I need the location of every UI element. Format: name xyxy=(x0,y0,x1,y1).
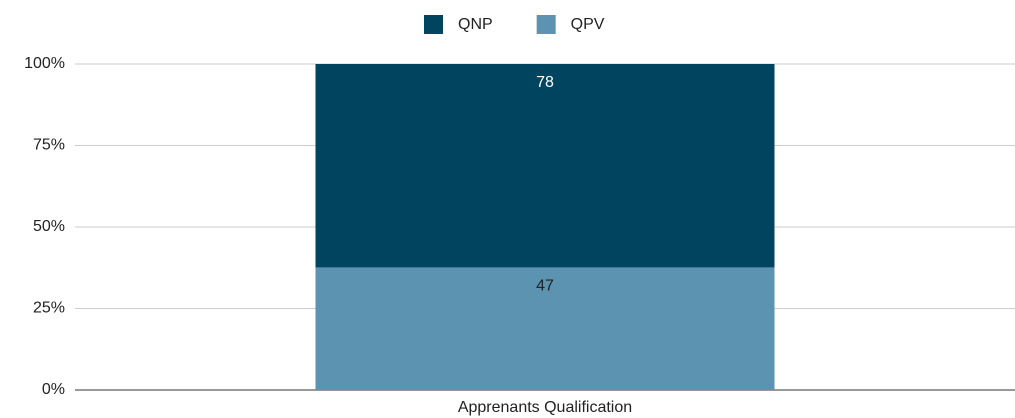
legend-label: QPV xyxy=(571,16,605,33)
y-tick-label: 100% xyxy=(24,55,65,72)
bar-segment xyxy=(315,267,775,390)
y-tick-label: 25% xyxy=(33,300,65,317)
legend-label: QNP xyxy=(458,16,493,33)
y-tick-label: 0% xyxy=(42,381,65,398)
legend-swatch xyxy=(424,15,443,34)
y-tick-label: 50% xyxy=(33,218,65,235)
y-tick-label: 75% xyxy=(33,137,65,154)
data-label: 47 xyxy=(536,278,554,295)
x-tick-label: Apprenants Qualification xyxy=(458,399,632,416)
legend-swatch xyxy=(536,15,556,34)
data-label: 78 xyxy=(536,74,554,91)
bar-segment xyxy=(315,64,775,268)
